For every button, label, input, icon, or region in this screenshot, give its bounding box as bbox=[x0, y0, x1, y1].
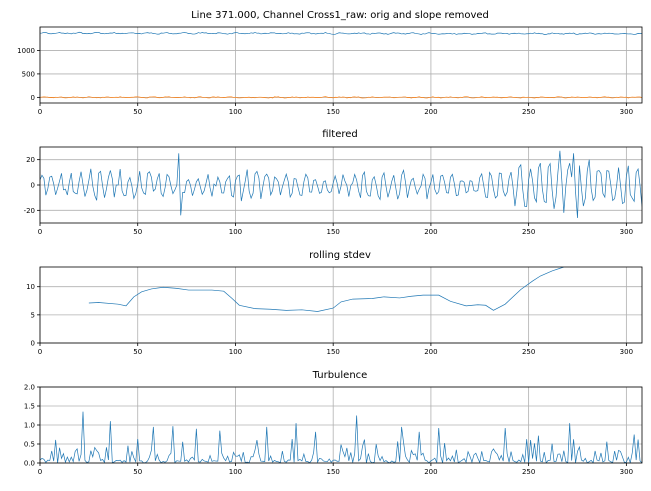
x-tick-label: 300 bbox=[620, 228, 633, 236]
y-tick-label: 1.0 bbox=[24, 422, 35, 430]
x-tick-label: 50 bbox=[133, 348, 142, 356]
x-tick-label: 150 bbox=[326, 468, 339, 476]
y-tick-label: 0 bbox=[31, 182, 35, 190]
x-tick-label: 0 bbox=[38, 228, 42, 236]
x-tick-label: 100 bbox=[229, 108, 242, 116]
x-tick-label: 200 bbox=[424, 348, 437, 356]
x-tick-label: 300 bbox=[620, 468, 633, 476]
series-line-0 bbox=[40, 150, 642, 218]
y-tick-label: 2.0 bbox=[24, 384, 35, 392]
y-tick-label: 10 bbox=[26, 283, 35, 291]
x-tick-label: 50 bbox=[133, 108, 142, 116]
y-tick-label: 0.5 bbox=[24, 441, 35, 449]
y-tick-label: 0.0 bbox=[24, 460, 35, 468]
x-tick-label: 250 bbox=[522, 468, 535, 476]
x-tick-label: 0 bbox=[38, 108, 42, 116]
x-tick-label: 50 bbox=[133, 468, 142, 476]
x-tick-label: 250 bbox=[522, 228, 535, 236]
subplot-orig-and-slope-removed: Line 371.000, Channel Cross1_raw: orig a… bbox=[17, 10, 643, 116]
subplot-title: rolling stdev bbox=[309, 250, 371, 261]
x-tick-label: 100 bbox=[229, 348, 242, 356]
x-tick-label: 100 bbox=[229, 468, 242, 476]
subplot-title: Line 371.000, Channel Cross1_raw: orig a… bbox=[191, 10, 489, 21]
x-tick-label: 150 bbox=[326, 348, 339, 356]
y-tick-label: -20 bbox=[24, 207, 35, 215]
x-tick-label: 200 bbox=[424, 468, 437, 476]
x-tick-label: 200 bbox=[424, 108, 437, 116]
x-tick-label: 300 bbox=[620, 108, 633, 116]
y-tick-label: 0 bbox=[31, 340, 35, 348]
axes-frame bbox=[39, 266, 643, 344]
axes-frame bbox=[39, 26, 643, 104]
subplot-title: Turbulence bbox=[312, 370, 368, 381]
series-line-0 bbox=[40, 31, 642, 35]
x-tick-label: 0 bbox=[38, 468, 42, 476]
x-tick-label: 250 bbox=[522, 348, 535, 356]
x-tick-label: 0 bbox=[38, 348, 42, 356]
subplot-title: filtered bbox=[322, 129, 358, 140]
x-tick-label: 100 bbox=[229, 228, 242, 236]
y-tick-label: 1.5 bbox=[24, 403, 35, 411]
series-line-0 bbox=[40, 411, 642, 463]
x-tick-label: 300 bbox=[620, 348, 633, 356]
y-tick-label: 500 bbox=[22, 70, 35, 78]
y-tick-label: 0 bbox=[31, 94, 35, 102]
subplot-turbulence: Turbulence 0 50 100 150 200 250 300 0.0 0.5 1.0 1.… bbox=[24, 370, 643, 476]
subplot-filtered: filtered 0 50 100 150 200 250 300 -20 0 20 bbox=[24, 129, 643, 236]
x-tick-label: 250 bbox=[522, 108, 535, 116]
series-line-0 bbox=[88, 267, 564, 312]
x-tick-label: 150 bbox=[326, 228, 339, 236]
subplot-rolling-stdev: rolling stdev 0 50 100 150 200 250 300 0 5 10 bbox=[26, 250, 643, 356]
x-tick-label: 50 bbox=[133, 228, 142, 236]
x-tick-label: 150 bbox=[326, 108, 339, 116]
x-tick-label: 200 bbox=[424, 228, 437, 236]
y-tick-label: 1000 bbox=[17, 47, 35, 55]
y-tick-label: 20 bbox=[26, 156, 35, 164]
series-line-1 bbox=[40, 96, 642, 99]
y-tick-label: 5 bbox=[31, 311, 35, 319]
